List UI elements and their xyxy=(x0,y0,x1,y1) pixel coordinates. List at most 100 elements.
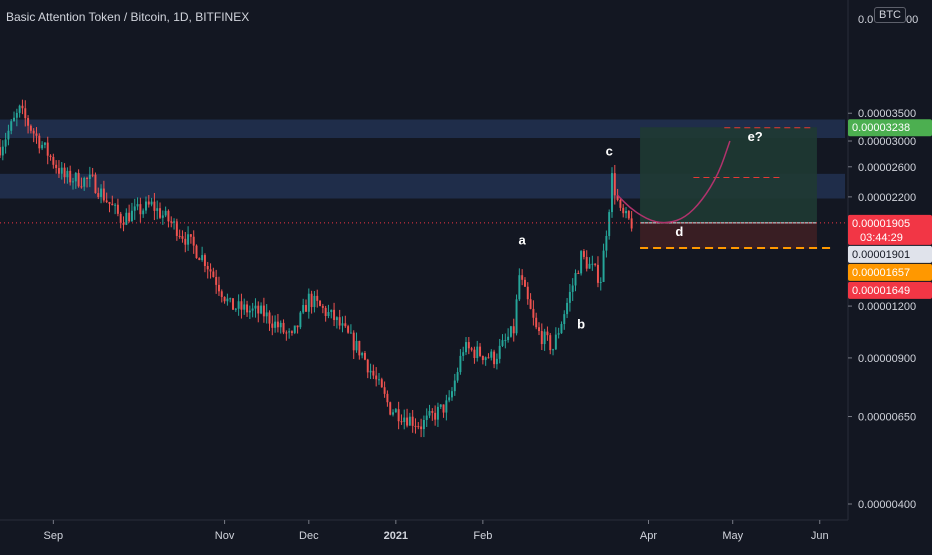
candle-body xyxy=(481,355,484,361)
candle-body xyxy=(487,357,490,359)
currency-button[interactable]: BTC xyxy=(874,7,906,23)
candle-body xyxy=(321,305,324,308)
price-label-box xyxy=(848,214,932,245)
candle-body xyxy=(86,177,89,179)
candle-body xyxy=(80,186,83,188)
candle-body xyxy=(215,277,218,285)
candle-body xyxy=(330,309,333,313)
candle-body xyxy=(0,147,1,156)
candle-body xyxy=(305,305,307,312)
candle-body xyxy=(246,304,249,313)
candle-body xyxy=(144,201,147,211)
candle-body xyxy=(159,208,161,218)
candle-body xyxy=(69,170,72,183)
candle-body xyxy=(226,298,229,302)
candle-body xyxy=(484,357,487,361)
candle-body xyxy=(611,173,613,213)
candle-body xyxy=(535,317,538,328)
candle-body xyxy=(540,331,543,345)
price-label-text: 0.00003238 xyxy=(852,122,910,134)
candle-body xyxy=(476,346,479,359)
candle-body xyxy=(189,234,192,237)
candle-body xyxy=(380,379,383,388)
candle-body xyxy=(260,305,263,314)
candle-body xyxy=(1,146,4,156)
price-label-text: 0.00001905 xyxy=(852,218,910,230)
candle-body xyxy=(523,279,526,287)
candle-body xyxy=(147,201,150,205)
price-label-box xyxy=(848,119,932,137)
loss-zone[interactable] xyxy=(640,222,817,249)
candle-body xyxy=(529,299,532,309)
candle-body xyxy=(21,105,24,109)
candle-body xyxy=(344,323,347,327)
candle-body xyxy=(450,391,453,398)
candle-body xyxy=(625,210,628,214)
candle-body xyxy=(498,345,501,359)
countdown-text: 03:44:29 xyxy=(860,232,903,244)
candle-body xyxy=(201,255,204,261)
candle-body xyxy=(599,281,602,283)
candle-body xyxy=(24,108,27,119)
candle-body xyxy=(582,251,585,257)
candle-body xyxy=(18,105,21,113)
candle-body xyxy=(453,380,456,392)
candle-body xyxy=(167,210,170,222)
candle-body xyxy=(518,275,521,300)
candle-body xyxy=(38,135,41,149)
candle-body xyxy=(46,142,49,156)
candle-body xyxy=(392,412,395,415)
candle-body xyxy=(630,218,633,229)
candle-body xyxy=(324,307,327,316)
candle-body xyxy=(319,300,322,306)
candle-body xyxy=(237,301,240,309)
candle-body xyxy=(608,212,611,236)
candle-body xyxy=(557,333,560,335)
candle-body xyxy=(352,332,355,351)
candle-body xyxy=(594,263,597,265)
candle-body xyxy=(526,286,529,300)
candle-body xyxy=(285,332,288,334)
candle-body xyxy=(515,299,518,334)
wave-label: c xyxy=(606,143,613,158)
candle-body xyxy=(591,263,594,265)
candle-body xyxy=(102,188,105,201)
candle-body xyxy=(209,269,212,272)
candle-body xyxy=(532,308,535,318)
candle-body xyxy=(299,312,302,328)
candle-body xyxy=(271,323,274,328)
candle-body xyxy=(198,258,201,261)
candle-body xyxy=(408,416,411,426)
candle-body xyxy=(445,400,448,413)
candle-body xyxy=(338,317,341,326)
candle-body xyxy=(119,213,122,224)
candle-body xyxy=(128,212,131,222)
candle-body xyxy=(333,309,336,321)
candle-body xyxy=(414,425,417,427)
candle-body xyxy=(473,349,476,359)
candle-body xyxy=(234,308,237,310)
candle-body xyxy=(43,142,46,145)
candle-body xyxy=(394,409,397,413)
candle-body xyxy=(341,323,344,326)
candle-body xyxy=(400,421,403,423)
candle-body xyxy=(436,406,439,420)
candle-body xyxy=(293,325,296,333)
candle-body xyxy=(316,295,319,301)
y-tick-label: 0.00003500 xyxy=(858,108,916,120)
candle-body xyxy=(369,370,372,373)
candle-body xyxy=(417,426,420,428)
candle-body xyxy=(52,156,55,165)
candle-body xyxy=(313,295,316,308)
candle-body xyxy=(571,285,574,292)
candle-body xyxy=(521,275,524,280)
candle-body xyxy=(538,327,540,332)
chart-title: Basic Attention Token / Bitcoin, 1D, BIT… xyxy=(6,10,250,24)
candle-body xyxy=(613,173,616,196)
candle-body xyxy=(560,324,563,334)
y-tick-label-partial-tail: 00 xyxy=(906,14,918,26)
profit-zone[interactable] xyxy=(640,127,817,223)
candle-body xyxy=(504,340,507,342)
